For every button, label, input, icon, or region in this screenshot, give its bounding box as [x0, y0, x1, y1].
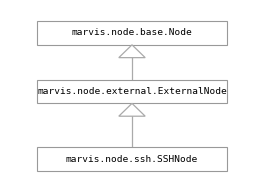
Text: marvis.node.ssh.SSHNode: marvis.node.ssh.SSHNode	[66, 155, 198, 164]
FancyBboxPatch shape	[37, 147, 227, 171]
Text: marvis.node.base.Node: marvis.node.base.Node	[72, 28, 192, 38]
Polygon shape	[119, 45, 145, 58]
Text: marvis.node.external.ExternalNode: marvis.node.external.ExternalNode	[37, 87, 227, 96]
FancyBboxPatch shape	[37, 21, 227, 45]
FancyBboxPatch shape	[37, 80, 227, 103]
Polygon shape	[119, 103, 145, 116]
